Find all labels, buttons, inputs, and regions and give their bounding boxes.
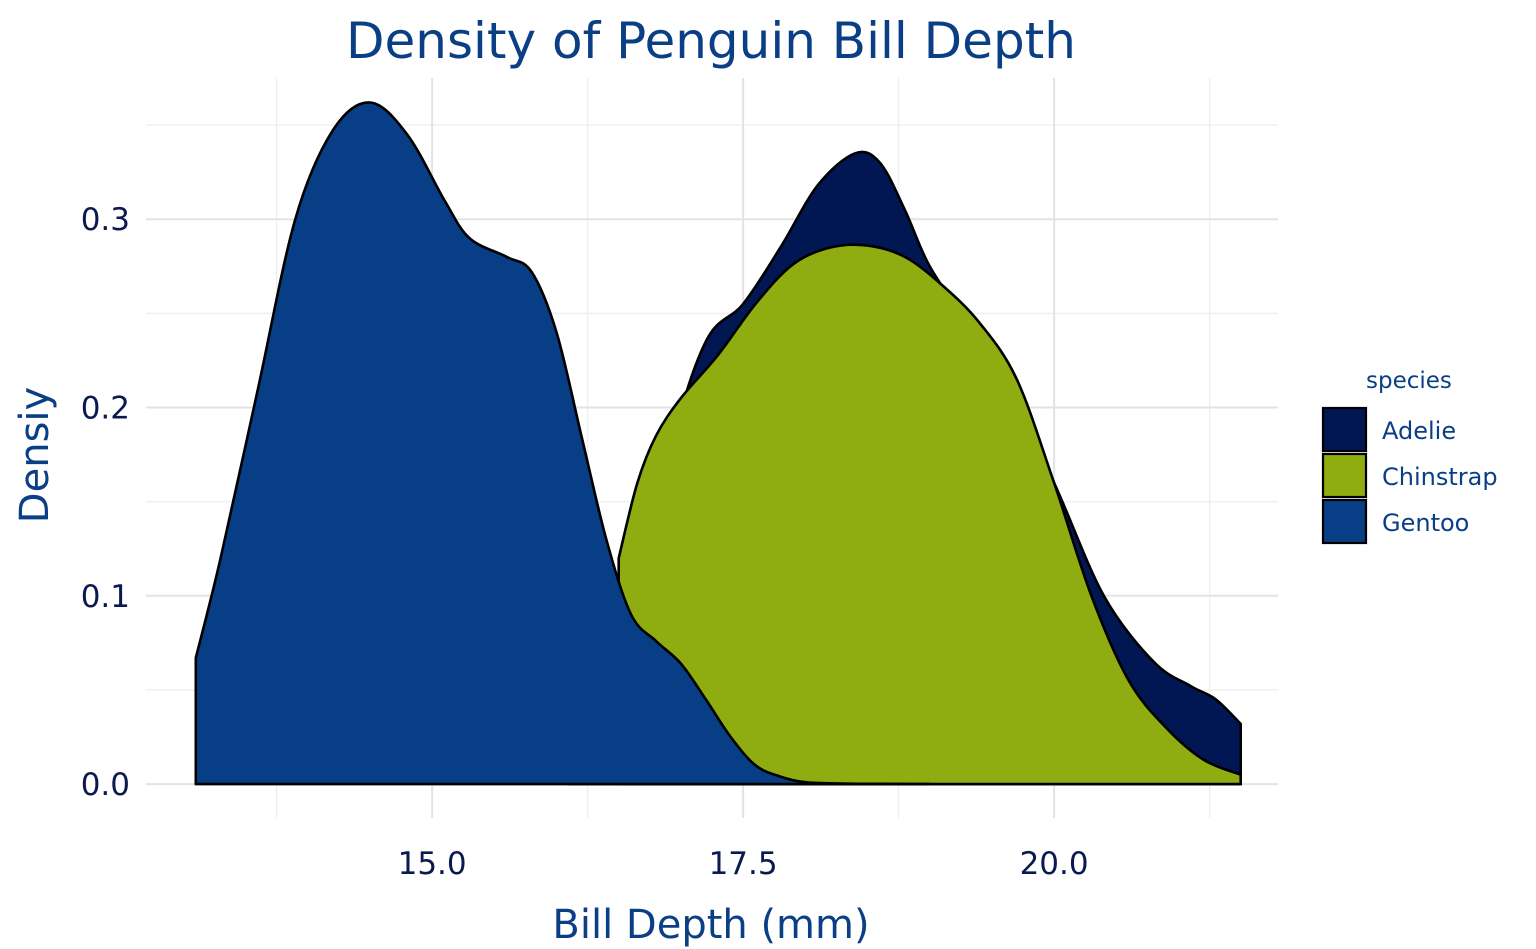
- y-tick-label: 0.1: [81, 579, 130, 615]
- legend-label: Adelie: [1382, 417, 1456, 445]
- x-axis-title: Bill Depth (mm): [552, 902, 869, 948]
- legend-label: Gentoo: [1382, 509, 1469, 537]
- chart-title: Density of Penguin Bill Depth: [346, 12, 1076, 70]
- y-tick-label: 0.3: [81, 202, 130, 238]
- legend-item-gentoo: Gentoo: [1321, 498, 1469, 545]
- density-areas: [194, 101, 1242, 786]
- legend-item-chinstrap: Chinstrap: [1321, 452, 1498, 499]
- y-tick-label: 0.0: [81, 767, 130, 803]
- density-area-chinstrap: [617, 243, 1242, 786]
- legend-swatch: [1321, 406, 1368, 453]
- legend-label: Chinstrap: [1382, 463, 1498, 491]
- x-tick-label: 15.0: [398, 846, 467, 882]
- tick-labels: 0.0 0.1 0.2 0.3 15.0 17.5 20.0: [81, 202, 1089, 882]
- legend-title: species: [1366, 368, 1452, 394]
- legend-item-adelie: Adelie: [1321, 406, 1456, 453]
- density-area-gentoo: [194, 101, 931, 786]
- legend: species Adelie Chinstrap Gentoo: [1321, 368, 1498, 545]
- legend-swatch: [1321, 452, 1368, 499]
- y-tick-label: 0.2: [81, 391, 130, 427]
- legend-swatch: [1321, 498, 1368, 545]
- x-tick-label: 20.0: [1020, 846, 1089, 882]
- x-tick-label: 17.5: [709, 846, 778, 882]
- y-axis-title: Densiy: [12, 387, 58, 523]
- legend-items: Adelie Chinstrap Gentoo: [1321, 406, 1498, 545]
